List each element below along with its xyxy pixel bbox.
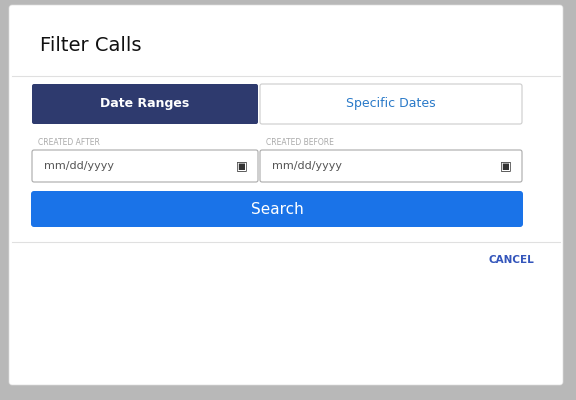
Text: mm/dd/yyyy: mm/dd/yyyy [272,161,342,171]
Text: Date Ranges: Date Ranges [100,98,190,110]
Text: CANCEL: CANCEL [488,255,534,265]
FancyBboxPatch shape [32,84,258,124]
FancyBboxPatch shape [31,191,523,227]
Text: ▣: ▣ [500,160,512,172]
Text: ▣: ▣ [236,160,248,172]
Text: Filter Calls: Filter Calls [40,36,142,55]
Text: CREATED BEFORE: CREATED BEFORE [266,138,334,147]
Text: CREATED AFTER: CREATED AFTER [38,138,100,147]
FancyBboxPatch shape [9,5,563,385]
FancyBboxPatch shape [260,84,522,124]
FancyBboxPatch shape [260,150,522,182]
Text: Search: Search [251,202,304,216]
FancyBboxPatch shape [32,150,258,182]
Text: Specific Dates: Specific Dates [346,98,436,110]
Text: mm/dd/yyyy: mm/dd/yyyy [44,161,114,171]
